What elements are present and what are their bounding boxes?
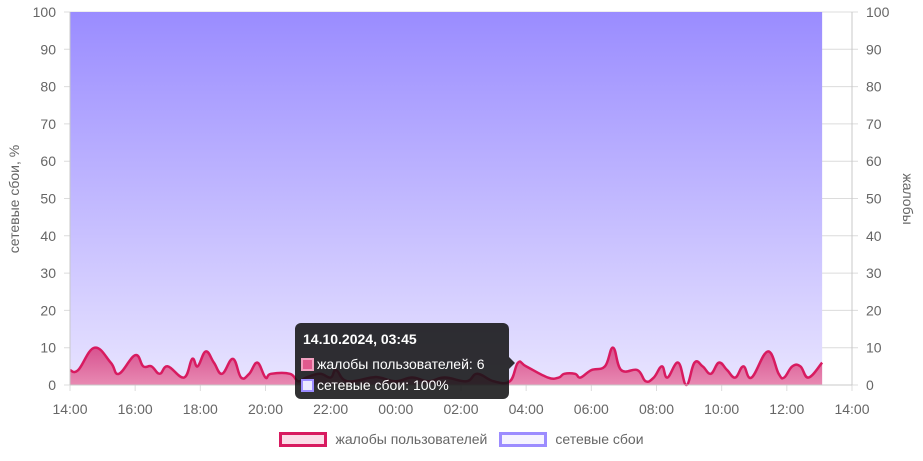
y-right-tick-label: 80 — [866, 79, 882, 95]
complaints-area — [70, 347, 823, 385]
axes: 0 0 10 10 20 20 30 30 40 40 50 50 60 60 70 70 80 80 90 90 10… — [33, 4, 890, 417]
y-left-tick-label: 100 — [33, 4, 57, 20]
y-left-tick-label: 10 — [40, 340, 56, 356]
y-right-tick-label: 100 — [866, 4, 890, 20]
tooltip-row-complaints: жалобы пользователей: 6 — [301, 356, 484, 372]
x-tick-label: 12:00 — [769, 401, 804, 417]
tooltip-title: 14.10.2024, 03:45 — [303, 331, 417, 347]
y-right-tick-label: 0 — [866, 377, 874, 393]
y-right-tick-label: 30 — [866, 265, 882, 281]
y-left-tick-label: 50 — [40, 191, 56, 207]
y-right-tick-label: 50 — [866, 191, 882, 207]
x-tick-label: 20:00 — [248, 401, 283, 417]
x-tick-label: 08:00 — [639, 401, 674, 417]
x-tick-label: 18:00 — [183, 401, 218, 417]
legend-item-complaints[interactable]: жалобы пользователей — [279, 431, 487, 447]
x-tick-label: 06:00 — [574, 401, 609, 417]
y-left-tick-label: 0 — [48, 377, 56, 393]
tooltip-complaints-value: жалобы пользователей: 6 — [317, 356, 485, 372]
x-tick-label: 00:00 — [378, 401, 413, 417]
y-axis-left-title: сетевые сбои, % — [6, 145, 22, 253]
y-left-tick-label: 60 — [40, 153, 56, 169]
y-right-tick-label: 20 — [866, 302, 882, 318]
y-right-tick-label: 90 — [866, 41, 882, 57]
y-left-tick-label: 80 — [40, 79, 56, 95]
y-left-tick-label: 90 — [40, 41, 56, 57]
y-left-tick-label: 20 — [40, 302, 56, 318]
y-right-tick-label: 40 — [866, 228, 882, 244]
x-tick-label: 22:00 — [313, 401, 348, 417]
x-tick-label: 04:00 — [509, 401, 544, 417]
legend-label-complaints: жалобы пользователей — [335, 431, 488, 447]
legend-swatch-failures — [499, 431, 548, 447]
y-right-tick-label: 60 — [866, 153, 882, 169]
y-axis-right-title: жалобы — [900, 173, 916, 224]
x-tick-label: 02:00 — [443, 401, 478, 417]
legend-label-failures: сетевые сбои — [555, 431, 644, 447]
tooltip-failures-value: сетевые сбои: 100% — [317, 377, 449, 393]
tooltip-row-failures: сетевые сбои: 100% — [301, 377, 449, 393]
x-tick-label: 10:00 — [704, 401, 739, 417]
y-left-tick-label: 40 — [40, 228, 56, 244]
tooltip: 14.10.2024, 03:45 жалобы пользователей: … — [295, 323, 515, 399]
complaints-swatch — [301, 357, 314, 371]
x-tick-label: 16:00 — [118, 401, 153, 417]
y-right-tick-label: 10 — [866, 340, 882, 356]
y-right-tick-label: 70 — [866, 116, 882, 132]
y-left-tick-label: 70 — [40, 116, 56, 132]
legend-swatch-complaints — [279, 431, 328, 447]
failures-swatch — [301, 378, 314, 392]
failures-area — [70, 12, 823, 385]
x-tick-label: 14:00 — [52, 401, 87, 417]
y-left-tick-label: 30 — [40, 265, 56, 281]
legend: жалобы пользователей сетевые сбои — [0, 431, 923, 447]
x-tick-label: 14:00 — [834, 401, 869, 417]
legend-item-failures[interactable]: сетевые сбои — [499, 431, 644, 447]
